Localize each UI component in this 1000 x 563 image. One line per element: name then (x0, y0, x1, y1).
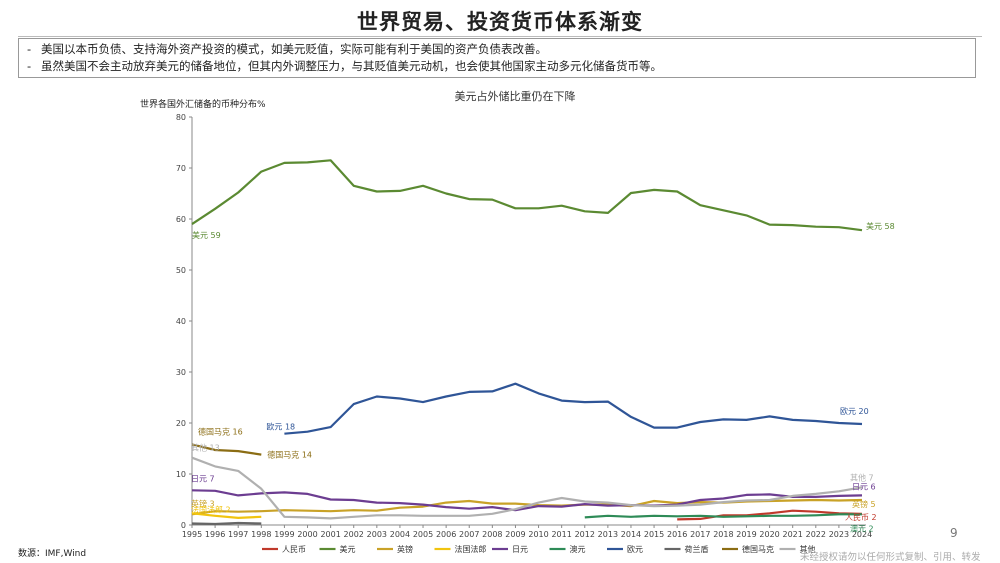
x-tick-label: 1995 (182, 530, 202, 539)
x-tick-label: 2014 (621, 530, 641, 539)
data-label: 欧元 18 (266, 422, 295, 432)
x-tick-label: 2008 (482, 530, 502, 539)
x-tick-label: 2021 (783, 530, 803, 539)
data-source: 数源：IMF,Wind (18, 549, 87, 559)
series-line (284, 382, 863, 435)
x-tick-label: 2004 (390, 530, 410, 539)
series-line (584, 513, 862, 519)
bullet-item: - 虽然美国不会主动放弃美元的储备地位，但其内外调整压力，与其贬值美元动机，也会使… (27, 59, 662, 73)
title-divider (18, 36, 982, 37)
x-tick-label: 2023 (829, 530, 849, 539)
x-tick-label: 2005 (413, 530, 433, 539)
x-tick-label: 2016 (667, 530, 687, 539)
series-line (191, 456, 863, 520)
data-label: 其他 13 (191, 443, 220, 453)
series-line (191, 521, 262, 526)
bullet-box: - 美国以本币负债、支持海外资产投资的模式，如美元贬值，实际可能有利于美国的资产负… (18, 38, 976, 78)
data-label: 德国马克 14 (267, 450, 312, 460)
y-tick-label: 80 (176, 113, 186, 122)
x-tick-label: 2000 (297, 530, 317, 539)
y-axis-label: 世界各国外汇储备的币种分布% (140, 98, 266, 110)
y-tick-label: 50 (176, 266, 186, 275)
y-tick-label: 10 (176, 470, 186, 479)
legend-label: 澳元 (570, 544, 586, 554)
data-label: 美元 59 (192, 230, 221, 240)
y-tick-label: 30 (176, 368, 186, 377)
x-tick-label: 2011 (551, 530, 571, 539)
x-tick-label: 2017 (690, 530, 710, 539)
x-tick-label: 2010 (528, 530, 548, 539)
watermark-text: 未经授权请勿以任何形式复制、引用、转发 (800, 552, 981, 563)
legend-label: 欧元 (627, 544, 643, 554)
data-label: 美元 58 (866, 221, 895, 231)
x-tick-label: 2024 (852, 530, 872, 539)
x-tick-label: 2018 (713, 530, 733, 539)
bullet-item: - 美国以本币负债、支持海外资产投资的模式，如美元贬值，实际可能有利于美国的资产负… (27, 42, 547, 56)
data-label: 人民币 2 (845, 513, 877, 522)
series-line (191, 159, 863, 232)
x-tick-label: 2009 (505, 530, 525, 539)
x-tick-label: 1996 (205, 530, 225, 539)
x-tick-label: 2012 (575, 530, 595, 539)
y-tick-label: 70 (176, 164, 186, 173)
data-label: 日元 7 (191, 474, 215, 483)
legend-label: 其他 (800, 544, 816, 554)
x-tick-label: 2020 (759, 530, 779, 539)
legend-label: 法国法郎 (455, 544, 487, 554)
data-label: 其他 7 (850, 472, 874, 482)
x-tick-label: 1997 (228, 530, 248, 539)
x-tick-label: 1998 (251, 530, 271, 539)
chart-title: 美元占外储比重仍在下降 (455, 89, 576, 103)
data-label: 法国法郎 2 (191, 504, 231, 514)
legend-label: 美元 (340, 544, 356, 554)
series-line (191, 443, 262, 456)
legend-label: 人民币 (282, 545, 306, 554)
y-tick-label: 0 (181, 521, 186, 530)
bullet-text: 美国以本币负债、支持海外资产投资的模式，如美元贬值，实际可能有利于美国的资产负债… (41, 42, 547, 56)
x-tick-label: 2002 (344, 530, 364, 539)
x-tick-label: 2003 (367, 530, 387, 539)
x-tick-label: 2022 (806, 530, 826, 539)
legend-label: 日元 (512, 545, 528, 554)
data-label: 德国马克 16 (198, 426, 243, 436)
legend-label: 德国马克 (742, 544, 774, 554)
y-tick-label: 20 (176, 419, 186, 428)
x-tick-label: 2006 (436, 530, 456, 539)
x-tick-label: 2019 (736, 530, 756, 539)
series-line (191, 489, 863, 512)
legend-label: 荷兰盾 (685, 544, 709, 554)
x-tick-label: 1999 (274, 530, 294, 539)
x-tick-label: 2001 (320, 530, 340, 539)
x-tick-label: 2013 (598, 530, 618, 539)
page-title: 世界贸易、投资货币体系渐变 (357, 10, 643, 34)
x-tick-label: 2007 (459, 530, 479, 539)
y-tick-label: 60 (176, 215, 186, 224)
page-number: 9 (950, 526, 958, 540)
data-label: 澳元 2 (850, 523, 874, 533)
series-line (191, 512, 262, 520)
data-label: 欧元 20 (840, 406, 869, 416)
data-label: 日元 6 (852, 482, 876, 491)
data-label: 英镑 3 (191, 498, 215, 508)
x-tick-label: 2015 (644, 530, 664, 539)
series-line (677, 509, 863, 521)
bullet-text: 虽然美国不会主动放弃美元的储备地位，但其内外调整压力，与其贬值美元动机，也会使其… (41, 59, 662, 73)
y-tick-label: 40 (176, 317, 186, 326)
data-label: 英镑 5 (852, 499, 876, 509)
legend-label: 英镑 (397, 544, 413, 554)
